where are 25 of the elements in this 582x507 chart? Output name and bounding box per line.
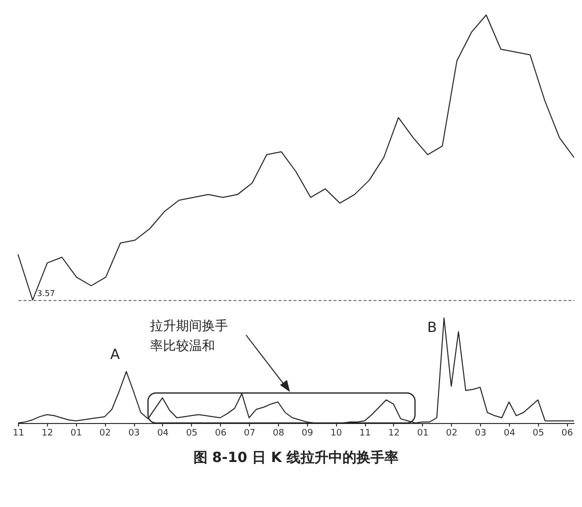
- x-tick-label: 11: [12, 428, 24, 438]
- x-tick-label: 10: [330, 428, 342, 438]
- x-tick-label: 04: [157, 428, 169, 438]
- x-tick-label: 05: [532, 428, 544, 438]
- x-tick-label: 04: [504, 428, 516, 438]
- x-tick-label: 01: [70, 428, 82, 438]
- x-tick-label: 12: [42, 428, 54, 438]
- x-tick-label: 06: [562, 428, 574, 438]
- x-tick-label: 12: [388, 428, 400, 438]
- annotation: B: [427, 320, 437, 336]
- x-tick-label: 02: [446, 428, 458, 438]
- annotation: 3.57: [37, 289, 55, 298]
- text: 图 8-10 日 K 线拉升中的换手率: [193, 449, 399, 466]
- annotation: A: [110, 347, 120, 363]
- x-tick-label: 06: [214, 428, 227, 438]
- x-tick-label: 05: [186, 428, 198, 438]
- x-tick-label: 03: [474, 428, 486, 438]
- annotation: 拉升期间换手率比较温和: [150, 319, 228, 354]
- x-tick-label: 03: [128, 428, 140, 438]
- x-tick-label: 02: [99, 428, 111, 438]
- x-tick-label: 11: [359, 428, 371, 438]
- x-tick-label: 09: [302, 428, 314, 438]
- x-tick-label: 08: [272, 428, 284, 438]
- x-tick-label: 07: [244, 428, 256, 438]
- x-tick-label: 01: [417, 428, 429, 438]
